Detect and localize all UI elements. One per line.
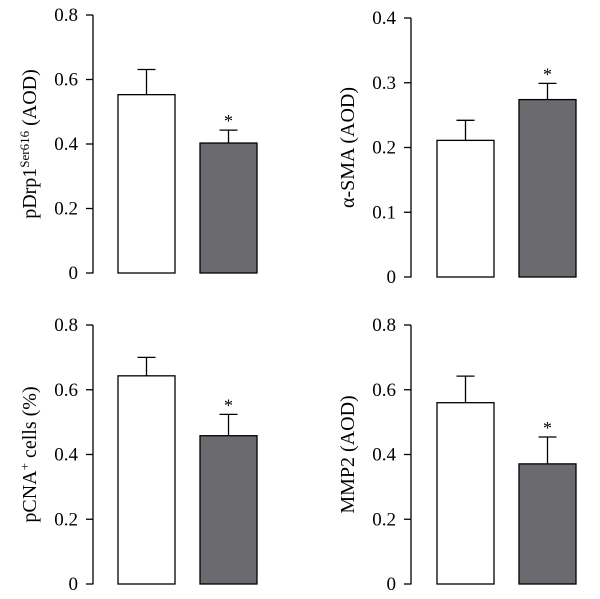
significance-mark: * [543, 64, 552, 84]
y-tick-label: 0.8 [54, 5, 78, 26]
significance-mark: * [224, 395, 233, 415]
y-axis-label: pDrp1Ser616 (AOD) [17, 69, 41, 219]
bar [117, 94, 176, 274]
y-tick-label: 0.1 [372, 202, 396, 223]
bar [436, 402, 495, 585]
y-tick-label: 0 [387, 267, 397, 288]
chart-panel-2: 0 0.1 0.2 0.3 0.4 * α-SMA (AOD) [337, 8, 577, 288]
y-tick-label: 0.2 [372, 138, 396, 159]
y-tick-label: 0.6 [54, 70, 78, 91]
y-tick-label: 0.2 [54, 199, 78, 220]
significance-mark: * [543, 418, 552, 438]
y-tick-label: 0.4 [54, 134, 78, 155]
y-tick-label: 0.2 [372, 509, 396, 530]
bar [199, 435, 258, 585]
y-tick-label: 0 [69, 263, 79, 284]
y-tick-label: 0.6 [54, 380, 78, 401]
y-tick-label: 0.4 [372, 8, 396, 29]
chart-panel-1: 0 0.2 0.4 0.6 0.8 * pDrp1Ser616 (AOD) [17, 5, 258, 284]
y-axis-label: α-SMA (AOD) [337, 87, 359, 208]
y-tick-label: 0.2 [54, 509, 78, 530]
y-tick-label: 0.8 [372, 315, 396, 336]
bar [436, 139, 495, 278]
y-tick-label: 0 [387, 574, 397, 595]
y-axis-label: pCNA+ cells (%) [17, 386, 41, 522]
significance-mark: * [224, 111, 233, 131]
chart-panel-3: 0 0.2 0.4 0.6 0.8 * pCNA+ cells (%) [17, 315, 258, 595]
bar [518, 98, 577, 278]
y-tick-label: 0.4 [372, 445, 396, 466]
y-tick-label: 0.3 [372, 73, 396, 94]
y-tick-label: 0.6 [372, 380, 396, 401]
y-tick-label: 0 [69, 574, 79, 595]
y-tick-label: 0.8 [54, 315, 78, 336]
chart-panel-4: 0 0.2 0.4 0.6 0.8 * MMP2 (AOD) [337, 315, 577, 595]
bar [199, 142, 258, 274]
y-tick-label: 0.4 [54, 445, 78, 466]
bar [518, 463, 577, 585]
bar [117, 375, 176, 585]
y-axis-label: MMP2 (AOD) [337, 395, 359, 513]
